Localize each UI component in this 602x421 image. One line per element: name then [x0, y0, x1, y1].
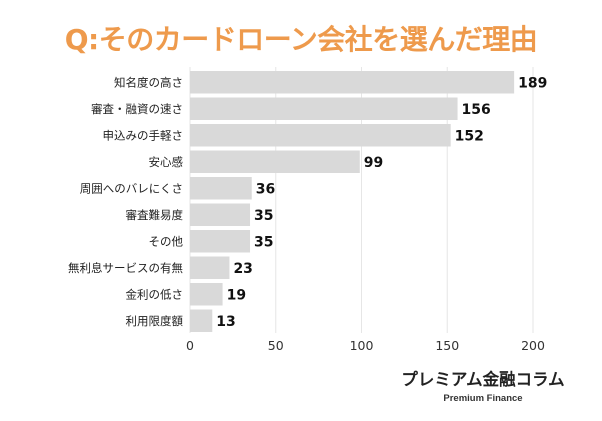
- category-label: 申込みの手軽さ: [103, 128, 184, 142]
- data-label: 156: [462, 102, 491, 118]
- x-tick-label: 200: [521, 338, 545, 353]
- data-label: 99: [364, 155, 383, 171]
- category-label: その他: [149, 234, 184, 248]
- category-label: 知名度の高さ: [114, 75, 183, 89]
- x-tick-label: 150: [435, 338, 459, 353]
- category-label: 安心感: [149, 155, 184, 169]
- category-label: 審査難易度: [126, 208, 184, 222]
- x-tick-label: 0: [186, 338, 194, 353]
- bars: [190, 71, 515, 332]
- bar: [190, 230, 251, 253]
- data-label: 35: [254, 208, 273, 224]
- brand-name: プレミアム金融コラム: [401, 370, 565, 389]
- bar: [190, 71, 515, 94]
- chart-title: Q:そのカードローン会社を選んだ理由: [64, 23, 538, 56]
- bar: [190, 309, 213, 332]
- category-label: 金利の低さ: [126, 287, 184, 301]
- bar: [190, 256, 230, 279]
- x-axis-ticks: 0 50 100 150 200: [186, 338, 545, 353]
- category-label: 周囲へのバレにくさ: [80, 181, 183, 195]
- bar: [190, 124, 451, 147]
- data-label: 19: [227, 287, 246, 303]
- bar: [190, 97, 458, 120]
- category-labels: 知名度の高さ審査・融資の速さ申込みの手軽さ安心感周囲へのバレにくさ審査難易度その…: [68, 75, 183, 328]
- data-label: 35: [254, 234, 273, 250]
- category-label: 審査・融資の速さ: [91, 102, 183, 116]
- bar: [190, 177, 252, 200]
- data-label: 189: [518, 75, 547, 91]
- x-tick-label: 50: [268, 338, 284, 353]
- data-label: 152: [455, 128, 484, 144]
- category-label: 無利息サービスの有無: [68, 261, 183, 275]
- data-label: 23: [233, 261, 252, 277]
- bar: [190, 203, 251, 226]
- bar: [190, 150, 360, 173]
- data-label: 36: [256, 181, 275, 197]
- brand-subtitle: Premium Finance: [443, 393, 523, 404]
- brand-logo: プレミアム金融コラム Premium Finance: [388, 366, 578, 404]
- data-label: 13: [216, 314, 235, 330]
- bar: [190, 283, 223, 306]
- category-label: 利用限度額: [126, 314, 184, 328]
- x-tick-label: 100: [350, 338, 374, 353]
